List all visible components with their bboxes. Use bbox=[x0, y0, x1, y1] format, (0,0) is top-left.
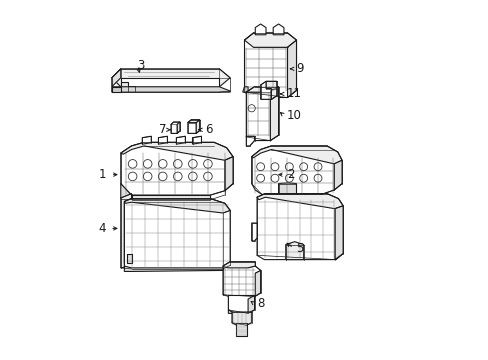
Polygon shape bbox=[126, 253, 131, 263]
Polygon shape bbox=[246, 136, 254, 146]
Polygon shape bbox=[246, 87, 278, 92]
Polygon shape bbox=[287, 40, 296, 98]
Polygon shape bbox=[257, 194, 343, 209]
Polygon shape bbox=[224, 157, 233, 191]
Polygon shape bbox=[121, 142, 233, 160]
Polygon shape bbox=[121, 78, 219, 87]
Polygon shape bbox=[255, 24, 265, 35]
Text: 2: 2 bbox=[287, 168, 294, 181]
Text: 5: 5 bbox=[296, 242, 303, 255]
Polygon shape bbox=[131, 195, 210, 200]
Polygon shape bbox=[235, 323, 247, 336]
Polygon shape bbox=[254, 270, 260, 297]
Polygon shape bbox=[251, 146, 341, 164]
Polygon shape bbox=[171, 122, 180, 134]
Polygon shape bbox=[121, 184, 131, 199]
Polygon shape bbox=[124, 265, 230, 271]
Text: 6: 6 bbox=[204, 123, 212, 136]
Polygon shape bbox=[187, 120, 199, 134]
Polygon shape bbox=[112, 69, 230, 87]
Text: 7: 7 bbox=[159, 123, 166, 136]
Polygon shape bbox=[112, 87, 121, 92]
Polygon shape bbox=[228, 296, 254, 314]
Polygon shape bbox=[121, 142, 233, 195]
Polygon shape bbox=[333, 160, 341, 190]
Polygon shape bbox=[196, 120, 199, 134]
Polygon shape bbox=[142, 136, 151, 144]
Polygon shape bbox=[265, 81, 276, 99]
Polygon shape bbox=[285, 242, 303, 260]
Text: 10: 10 bbox=[286, 109, 301, 122]
Polygon shape bbox=[242, 87, 247, 92]
Polygon shape bbox=[334, 206, 343, 260]
Polygon shape bbox=[244, 33, 296, 47]
Polygon shape bbox=[158, 136, 167, 144]
Polygon shape bbox=[112, 69, 121, 87]
Polygon shape bbox=[192, 136, 201, 144]
Polygon shape bbox=[187, 120, 199, 123]
Polygon shape bbox=[121, 194, 131, 268]
Polygon shape bbox=[278, 183, 296, 194]
Polygon shape bbox=[177, 122, 180, 134]
Polygon shape bbox=[112, 87, 230, 92]
Text: 4: 4 bbox=[98, 222, 105, 235]
Polygon shape bbox=[251, 223, 257, 241]
Polygon shape bbox=[244, 33, 296, 98]
Polygon shape bbox=[176, 136, 185, 144]
Text: 3: 3 bbox=[137, 59, 144, 72]
Polygon shape bbox=[246, 87, 278, 140]
Polygon shape bbox=[223, 262, 255, 268]
Polygon shape bbox=[223, 262, 260, 297]
Polygon shape bbox=[121, 82, 128, 87]
Text: 8: 8 bbox=[257, 297, 264, 310]
Polygon shape bbox=[124, 199, 230, 213]
Polygon shape bbox=[260, 81, 276, 99]
Polygon shape bbox=[251, 146, 341, 194]
Polygon shape bbox=[231, 312, 251, 325]
Text: 11: 11 bbox=[286, 87, 301, 100]
Polygon shape bbox=[257, 194, 343, 260]
Polygon shape bbox=[228, 310, 234, 314]
Polygon shape bbox=[124, 199, 230, 269]
Polygon shape bbox=[273, 24, 284, 35]
Polygon shape bbox=[247, 296, 254, 314]
Text: 9: 9 bbox=[296, 62, 304, 75]
Polygon shape bbox=[270, 87, 278, 140]
Text: 1: 1 bbox=[99, 168, 106, 181]
